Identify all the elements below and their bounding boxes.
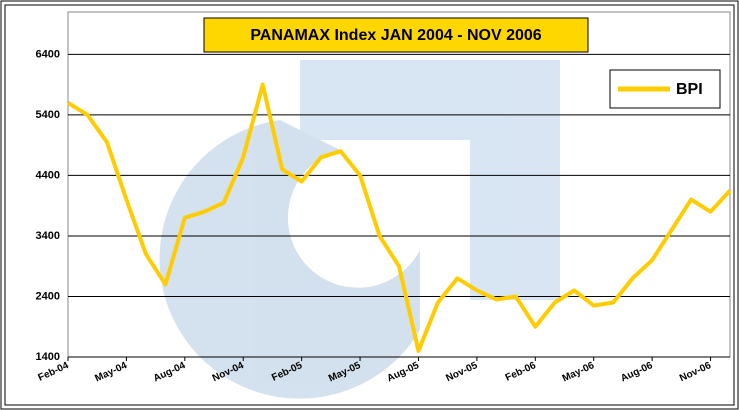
y-tick-label: 5400: [36, 109, 60, 121]
title-box: [203, 17, 589, 53]
watermark: [159, 60, 560, 399]
legend-label: BPI: [676, 81, 703, 98]
y-tick-label: 4400: [36, 169, 60, 181]
y-tick-label: 6400: [36, 48, 60, 60]
inner-frame: [4, 4, 735, 406]
y-tick-label: 1400: [36, 351, 60, 363]
series-line: [66, 82, 732, 353]
y-tick-label: 2400: [36, 290, 60, 302]
y-tick-label: 3400: [36, 230, 60, 242]
chart-title: PANAMAX Index JAN 2004 - NOV 2006: [250, 27, 541, 44]
